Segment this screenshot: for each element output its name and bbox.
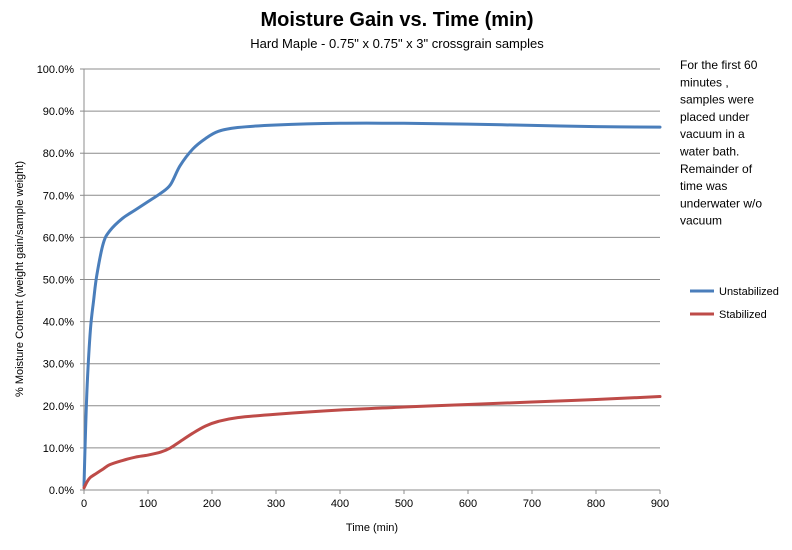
y-tick-label: 30.0% xyxy=(43,359,74,371)
annotation-line: vacuum xyxy=(680,214,722,228)
y-tick-label: 10.0% xyxy=(43,443,74,455)
chart-title: Moisture Gain vs. Time (min) xyxy=(260,9,533,31)
y-axis-title: % Moisture Content (weight gain/sample w… xyxy=(14,161,26,397)
y-tick-label: 70.0% xyxy=(43,190,74,202)
annotation-line: minutes , xyxy=(680,75,729,89)
series-line-unstabilized xyxy=(82,121,662,488)
annotation-line: underwater w/o xyxy=(680,196,762,210)
x-tick-label: 900 xyxy=(651,498,669,510)
y-tick-labels: 0.0% 10.0% 20.0% 30.0% 40.0% 50.0% 60.0% 70.0% 8… xyxy=(37,64,84,497)
x-tick-label: 300 xyxy=(267,498,285,510)
x-tick-label: 600 xyxy=(459,498,477,510)
legend: Unstabilized Stabilized xyxy=(690,286,779,321)
x-axis-title: Time (min) xyxy=(346,522,398,534)
y-tick-label: 100.0% xyxy=(37,64,75,76)
legend-label-stabilized: Stabilized xyxy=(719,309,767,321)
y-tick-label: 80.0% xyxy=(43,148,74,160)
x-tick-label: 500 xyxy=(395,498,413,510)
x-tick-label: 700 xyxy=(523,498,541,510)
annotation-note: For the first 60 minutes , samples were pla… xyxy=(679,58,762,228)
annotation-line: time was xyxy=(680,179,727,193)
annotation-line: vacuum in a xyxy=(680,127,745,141)
x-tick-label: 400 xyxy=(331,498,349,510)
y-tick-label: 40.0% xyxy=(43,317,74,329)
gridlines xyxy=(84,68,660,449)
y-tick-label: 90.0% xyxy=(43,106,74,118)
y-tick-label: 50.0% xyxy=(43,275,74,287)
chart-subtitle: Hard Maple - 0.75" x 0.75" x 3" crossgra… xyxy=(250,36,544,51)
annotation-line: placed under xyxy=(680,110,749,124)
x-tick-label: 100 xyxy=(139,498,157,510)
x-tick-label: 800 xyxy=(587,498,605,510)
series-lines xyxy=(82,121,662,490)
annotation-line: Remainder of xyxy=(680,162,753,176)
x-tick-label: 0 xyxy=(81,498,87,510)
annotation-line: samples were xyxy=(680,93,754,107)
y-tick-label: 60.0% xyxy=(43,232,74,244)
y-tick-label: 0.0% xyxy=(49,485,74,497)
legend-label-unstabilized: Unstabilized xyxy=(719,286,779,298)
annotation-line: water bath. xyxy=(679,145,739,159)
series-line-stabilized xyxy=(82,395,662,490)
y-tick-label: 20.0% xyxy=(43,401,74,413)
x-tick-labels: 0 100 200 300 400 500 600 700 800 900 xyxy=(81,490,669,510)
x-tick-label: 200 xyxy=(203,498,221,510)
annotation-line: For the first 60 xyxy=(680,58,758,72)
